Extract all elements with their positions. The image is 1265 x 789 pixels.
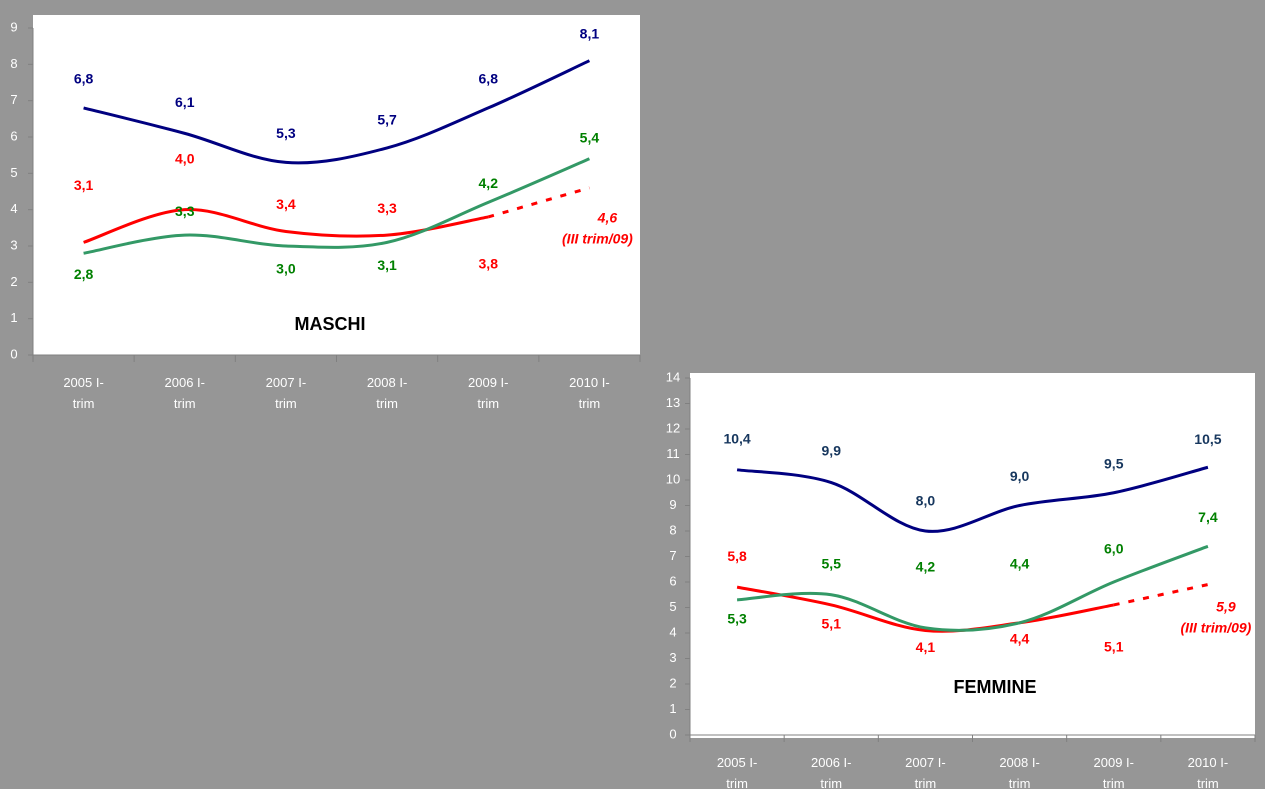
data-label: 3,8 [479, 256, 499, 272]
chart-title: MASCHI [295, 314, 366, 334]
data-label: 6,8 [479, 71, 499, 87]
y-tick-label: 11 [666, 446, 680, 461]
data-label: 5,3 [727, 611, 747, 627]
data-label: 4,2 [916, 559, 936, 575]
x-tick-label: 2006 I-trim [811, 755, 851, 789]
y-tick-label: 14 [666, 369, 680, 384]
y-tick-label: 3 [10, 237, 17, 252]
series-line [83, 157, 591, 255]
y-tick-label: 5 [669, 599, 676, 614]
y-tick-label: 2 [10, 274, 17, 289]
x-tick-label: 2008 I-trim [999, 755, 1039, 789]
x-tick-label: 2007 I-trim [266, 375, 306, 411]
y-tick-label: 6 [10, 128, 17, 143]
data-label: 5,9 [1216, 598, 1236, 614]
data-label: 7,4 [1198, 509, 1218, 525]
data-label: 5,4 [580, 130, 600, 146]
y-tick-label: 9 [10, 19, 17, 34]
y-tick-label: 4 [10, 201, 17, 216]
data-label: 4,2 [479, 175, 499, 191]
data-label: 6,0 [1104, 541, 1124, 557]
y-tick-label: 7 [10, 92, 17, 107]
annotation: (III trim/09) [1181, 619, 1252, 635]
x-tick-label: 2010 I-trim [569, 375, 609, 411]
series-line [737, 544, 1209, 632]
data-label: 6,1 [175, 94, 195, 110]
data-label: 3,3 [175, 203, 195, 219]
chart-title: FEMMINE [954, 677, 1037, 697]
y-tick-label: 12 [666, 420, 680, 435]
plot-area [690, 373, 1255, 738]
y-tick-label: 10 [666, 471, 680, 486]
data-label: 3,0 [276, 261, 296, 277]
data-label: 3,1 [377, 257, 397, 273]
data-label: 5,8 [727, 548, 747, 564]
data-label: 9,0 [1010, 468, 1030, 484]
series-line [736, 585, 1115, 633]
data-label: 5,3 [276, 125, 296, 141]
series-line-dashed [1113, 583, 1209, 607]
data-label: 3,3 [377, 200, 397, 216]
y-tick-label: 5 [10, 165, 17, 180]
data-label: 5,1 [1104, 639, 1124, 655]
data-label: 10,5 [1194, 431, 1221, 447]
data-label: 8,0 [916, 493, 936, 509]
data-label: 5,1 [822, 616, 842, 632]
y-tick-label: 7 [669, 548, 676, 563]
y-tick-label: 4 [669, 624, 676, 639]
data-label: 2,8 [74, 266, 94, 282]
data-label: 3,4 [276, 196, 296, 212]
data-label: 4,4 [1010, 631, 1030, 647]
x-tick-label: 2010 I-trim [1188, 755, 1228, 789]
plot-area [33, 15, 640, 355]
y-tick-label: 8 [10, 56, 17, 71]
x-tick-label: 2005 I-trim [717, 755, 757, 789]
x-tick-label: 2009 I-trim [468, 375, 508, 411]
data-label: 4,0 [175, 150, 195, 166]
data-label: 10,4 [723, 431, 750, 447]
x-tick-label: 2006 I-trim [165, 375, 205, 411]
series-line [736, 465, 1209, 533]
x-tick-label: 2008 I-trim [367, 375, 407, 411]
data-label: 4,4 [1010, 556, 1030, 572]
y-tick-label: 0 [10, 346, 17, 361]
data-label: 6,8 [74, 71, 94, 87]
y-tick-label: 9 [669, 497, 676, 512]
y-tick-label: 0 [669, 726, 676, 741]
y-tick-label: 3 [669, 650, 676, 665]
data-label: 8,1 [580, 25, 600, 41]
x-tick-label: 2009 I-trim [1094, 755, 1134, 789]
annotation: (III trim/09) [562, 231, 633, 247]
y-tick-label: 1 [10, 310, 17, 325]
y-tick-label: 2 [669, 675, 676, 690]
y-tick-label: 8 [669, 522, 676, 537]
y-tick-label: 1 [669, 701, 676, 716]
series-line [83, 59, 591, 165]
data-label: 4,1 [916, 639, 936, 655]
data-label: 3,1 [74, 177, 94, 193]
y-tick-label: 6 [669, 573, 676, 588]
y-tick-label: 13 [666, 395, 680, 410]
x-tick-label: 2007 I-trim [905, 755, 945, 789]
data-label: 5,5 [822, 555, 842, 571]
data-label: 5,7 [377, 112, 397, 128]
data-label: 9,5 [1104, 455, 1124, 471]
data-label: 9,9 [822, 442, 842, 458]
data-label: 4,6 [597, 210, 618, 226]
x-tick-label: 2005 I-trim [63, 375, 103, 411]
